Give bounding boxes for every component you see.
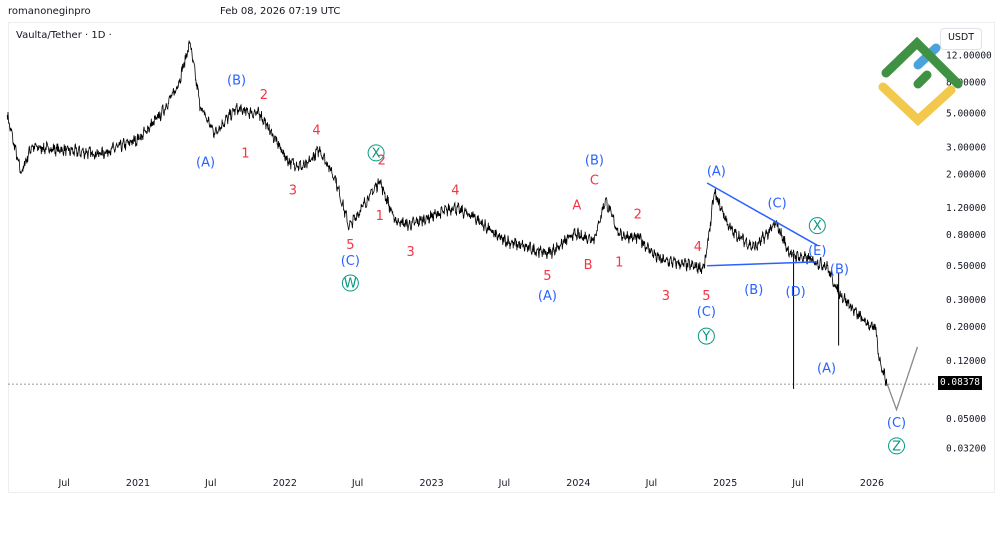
y-tick-label: 2.00000 bbox=[946, 169, 986, 180]
x-tick-label: 2026 bbox=[860, 478, 884, 489]
x-tick-label: 2022 bbox=[273, 478, 297, 489]
wave-label: (B) bbox=[744, 283, 763, 298]
y-tick-label: 5.00000 bbox=[946, 109, 986, 120]
x-tick-label: Jul bbox=[498, 478, 510, 489]
wave-label: (A) bbox=[817, 361, 836, 376]
y-tick-label: 0.50000 bbox=[946, 261, 986, 272]
wave-label: (E) bbox=[808, 244, 826, 259]
wave-label: (A) bbox=[707, 164, 726, 179]
wave-label-circle bbox=[341, 274, 359, 292]
wave-label: (A) bbox=[196, 155, 215, 170]
wave-label-circle bbox=[888, 437, 906, 455]
wave-label: 4 bbox=[451, 183, 459, 198]
wave-label: 1 bbox=[376, 209, 384, 224]
y-tick-label: 3.00000 bbox=[946, 142, 986, 153]
wave-label: (C) bbox=[887, 416, 906, 431]
wave-label: 3 bbox=[662, 289, 670, 304]
y-tick-label: 0.20000 bbox=[946, 322, 986, 333]
x-tick-label: Jul bbox=[791, 478, 803, 489]
wave-label-circle bbox=[808, 217, 826, 235]
wave-label: (C) bbox=[697, 305, 716, 320]
y-tick-label: 8.00000 bbox=[946, 77, 986, 88]
snapshot-timestamp: Feb 08, 2026 07:19 UTC bbox=[220, 6, 341, 17]
wave-label: X bbox=[813, 219, 822, 234]
wave-label: B bbox=[584, 258, 593, 273]
wave-label-circle bbox=[367, 144, 385, 162]
y-tick-label: 0.12000 bbox=[946, 356, 986, 367]
x-tick-label: 2025 bbox=[713, 478, 737, 489]
projection-path bbox=[886, 346, 919, 412]
wave-label: (C) bbox=[767, 196, 786, 211]
wave-label: Z bbox=[892, 439, 901, 454]
wave-label: 5 bbox=[346, 238, 354, 253]
x-tick-label: 2023 bbox=[420, 478, 444, 489]
x-tick-label: Jul bbox=[351, 478, 363, 489]
author-name: romanoneginpro bbox=[8, 6, 91, 17]
x-tick-label: Jul bbox=[57, 478, 69, 489]
price-line bbox=[6, 40, 888, 386]
wave-label: Y bbox=[701, 330, 710, 345]
symbol-label[interactable]: Vaulta/Tether · 1D · bbox=[16, 30, 112, 41]
wave-label: 3 bbox=[289, 183, 297, 198]
wave-label: (B) bbox=[227, 74, 246, 89]
y-tick-label: 0.05000 bbox=[946, 414, 986, 425]
wave-label: 2 bbox=[260, 88, 268, 103]
currency-button[interactable]: USDT bbox=[940, 28, 982, 50]
wave-label: (B) bbox=[585, 154, 604, 169]
wave-label: (D) bbox=[786, 285, 806, 300]
y-tick-label: 0.03200 bbox=[946, 443, 986, 454]
y-tick-label: 0.30000 bbox=[946, 295, 986, 306]
last-price-label: 0.08378 bbox=[938, 376, 982, 390]
wave-label: A bbox=[572, 198, 581, 213]
y-tick-label: 1.20000 bbox=[946, 203, 986, 214]
wave-label: 5 bbox=[702, 289, 710, 304]
wave-label: (B) bbox=[830, 262, 849, 277]
wave-label: X bbox=[372, 146, 381, 161]
x-tick-label: 2021 bbox=[126, 478, 150, 489]
chart-frame bbox=[8, 22, 995, 493]
triangle-lower-trendline bbox=[707, 261, 818, 267]
wave-label: (C) bbox=[341, 254, 360, 269]
triangle-upper-trendline bbox=[706, 182, 818, 246]
wave-label: 2 bbox=[634, 208, 642, 223]
wave-label: C bbox=[590, 174, 599, 189]
wave-label: 3 bbox=[407, 245, 415, 260]
x-tick-label: 2024 bbox=[566, 478, 590, 489]
x-tick-label: Jul bbox=[645, 478, 657, 489]
wave-label: 1 bbox=[615, 255, 623, 270]
wave-label-circle bbox=[697, 327, 715, 345]
wave-label: 1 bbox=[241, 146, 249, 161]
x-tick-label: Jul bbox=[204, 478, 216, 489]
wave-label: 4 bbox=[312, 124, 320, 139]
wave-label: 4 bbox=[694, 240, 702, 255]
wave-label: 2 bbox=[378, 154, 386, 169]
wave-label: W bbox=[344, 277, 357, 292]
wave-label: (A) bbox=[538, 289, 557, 304]
y-tick-label: 12.00000 bbox=[946, 51, 992, 62]
wave-label: 5 bbox=[543, 269, 551, 284]
y-tick-label: 0.80000 bbox=[946, 230, 986, 241]
